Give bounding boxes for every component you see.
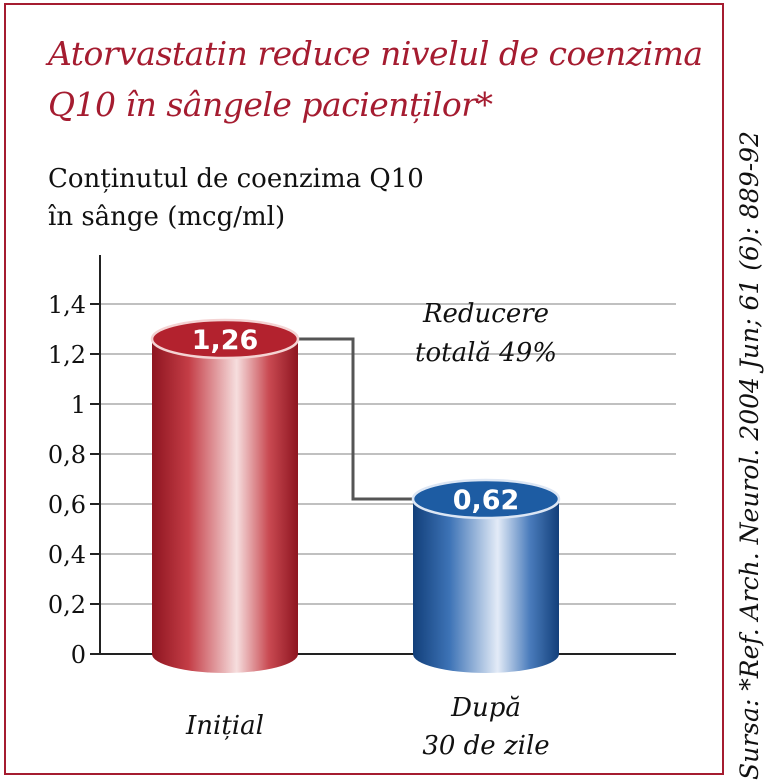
annotation-line-1: Reducere — [422, 299, 549, 329]
y-axis-label: Conținutul de coenzima Q10 în sânge (mcg… — [48, 164, 424, 232]
y-tick-label: 0,6 — [48, 491, 86, 519]
category-label: 30 de zile — [422, 731, 549, 761]
y-tick-label: 0,2 — [48, 591, 86, 619]
y-tick-label: 0,8 — [48, 441, 86, 469]
bar-top — [411, 478, 561, 520]
y-tick-label: 0 — [71, 641, 86, 669]
annotation-line-2: totală 49% — [415, 338, 557, 368]
bar-top — [150, 318, 300, 360]
source-note: Sursa: *Ref. Arch. Neurol. 2004 Jun; 61 … — [735, 131, 764, 780]
bar-value-label: 0,62 — [453, 485, 520, 516]
bar-body — [152, 339, 298, 673]
y-tick-label: 1 — [71, 391, 86, 419]
category-label: Inițial — [185, 711, 264, 741]
bar-value-label: 1,26 — [192, 325, 259, 356]
y-tick-label: 1,4 — [48, 291, 86, 319]
chart-title: Atorvastatin reduce nivelul de coenzima … — [48, 34, 703, 124]
category-label: După — [450, 693, 521, 723]
bar — [150, 318, 300, 673]
chart-frame — [4, 3, 724, 775]
reduction-connector — [298, 337, 419, 501]
y-tick-label: 0,4 — [48, 541, 86, 569]
bar-body — [413, 499, 559, 673]
bar — [411, 478, 561, 673]
y-tick-label: 1,2 — [48, 341, 86, 369]
